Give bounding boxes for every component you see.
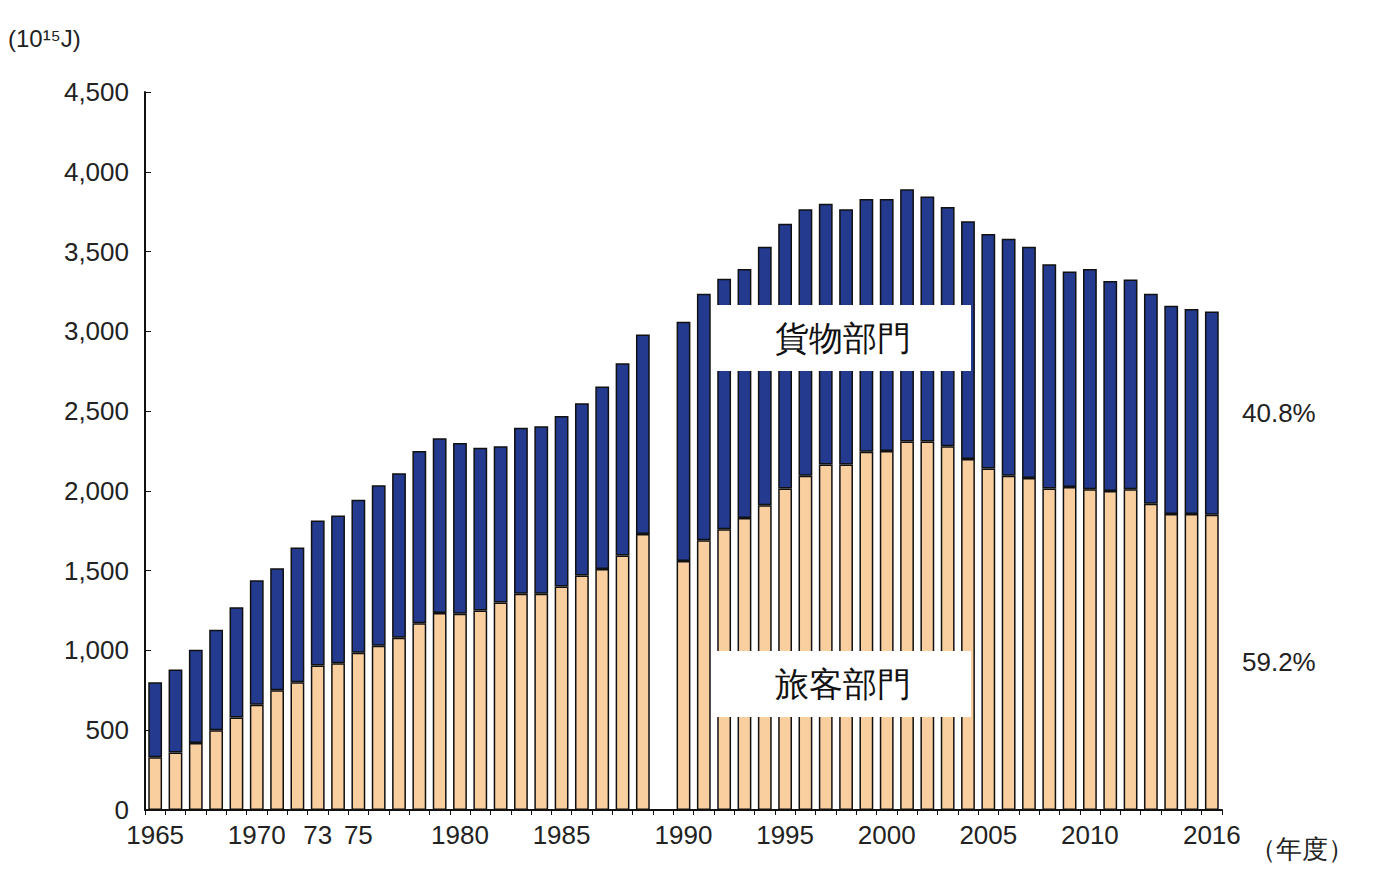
svg-text:4,000: 4,000 xyxy=(64,157,129,187)
svg-text:2,000: 2,000 xyxy=(64,476,129,506)
svg-text:4,500: 4,500 xyxy=(64,77,129,107)
svg-text:1970: 1970 xyxy=(228,820,286,850)
svg-text:1965: 1965 xyxy=(126,820,184,850)
svg-text:旅客部門: 旅客部門 xyxy=(775,665,911,703)
svg-text:3,500: 3,500 xyxy=(64,237,129,267)
svg-text:貨物部門: 貨物部門 xyxy=(775,319,911,357)
svg-text:1995: 1995 xyxy=(756,820,814,850)
svg-text:(10¹⁵J): (10¹⁵J) xyxy=(8,25,81,52)
svg-text:500: 500 xyxy=(86,715,129,745)
svg-text:2,500: 2,500 xyxy=(64,396,129,426)
svg-text:（年度）: （年度） xyxy=(1250,834,1354,864)
svg-text:75: 75 xyxy=(344,820,373,850)
svg-text:40.8%: 40.8% xyxy=(1242,398,1316,428)
svg-text:2005: 2005 xyxy=(959,820,1017,850)
svg-text:1,500: 1,500 xyxy=(64,556,129,586)
svg-text:3,000: 3,000 xyxy=(64,316,129,346)
svg-text:73: 73 xyxy=(303,820,332,850)
svg-text:2016: 2016 xyxy=(1183,820,1241,850)
svg-text:2010: 2010 xyxy=(1061,820,1119,850)
svg-text:1980: 1980 xyxy=(431,820,489,850)
svg-text:1990: 1990 xyxy=(655,820,713,850)
svg-text:59.2%: 59.2% xyxy=(1242,647,1316,677)
svg-text:2000: 2000 xyxy=(858,820,916,850)
svg-text:0: 0 xyxy=(114,795,129,825)
svg-text:1985: 1985 xyxy=(533,820,591,850)
svg-text:1,000: 1,000 xyxy=(64,635,129,665)
